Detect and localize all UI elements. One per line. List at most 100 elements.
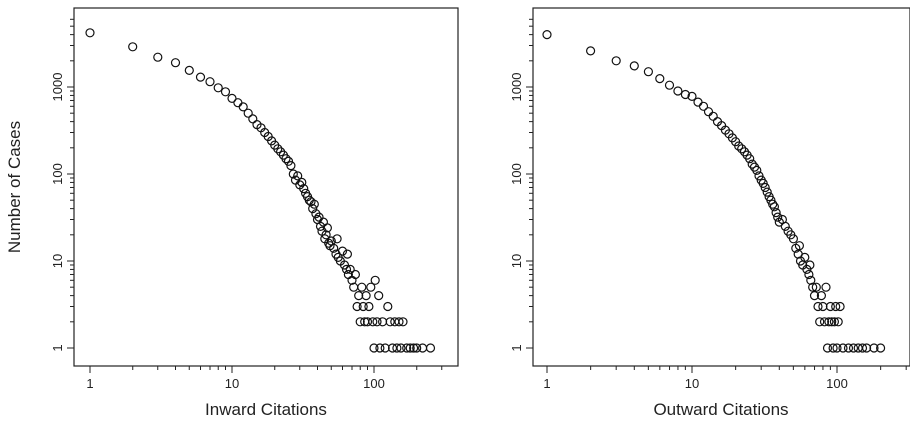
data-point <box>831 301 841 312</box>
data-point <box>734 141 744 151</box>
data-point <box>818 301 828 312</box>
data-point <box>392 343 402 353</box>
plot-frame <box>73 7 459 367</box>
data-point <box>369 343 379 353</box>
data-point <box>357 282 367 292</box>
data-point <box>170 58 181 68</box>
data-point <box>425 343 436 353</box>
data-point <box>205 77 215 87</box>
x-axis-label: Inward Citations <box>205 400 327 419</box>
data-point <box>396 343 406 353</box>
data-point <box>370 275 380 285</box>
data-point <box>345 264 355 274</box>
data-point <box>687 91 697 102</box>
data-point <box>708 111 718 121</box>
data-point <box>418 343 428 353</box>
data-point <box>362 317 373 327</box>
data-point <box>85 28 95 38</box>
x-tick-label: 10 <box>685 376 699 391</box>
data-point <box>838 343 848 353</box>
data-point <box>680 89 691 100</box>
data-point <box>213 83 223 93</box>
data-point <box>184 65 194 76</box>
data-point <box>405 343 415 353</box>
data-point <box>737 144 747 154</box>
data-point <box>829 317 840 327</box>
data-point <box>337 246 348 256</box>
data-point <box>380 343 390 353</box>
data-point <box>780 221 790 231</box>
data-point <box>409 343 419 353</box>
data-point <box>752 165 762 175</box>
data-point <box>350 269 360 280</box>
data-point <box>703 107 714 117</box>
data-point <box>286 161 296 171</box>
data-point <box>394 317 404 327</box>
data-point <box>762 187 772 197</box>
data-point <box>385 317 395 327</box>
data-points <box>542 29 886 353</box>
data-point <box>355 317 365 327</box>
data-point <box>402 343 412 353</box>
data-point <box>329 243 339 253</box>
data-points <box>85 28 436 353</box>
x-axis-ticks: 1 10 100 <box>86 366 443 391</box>
data-point <box>771 208 781 218</box>
x-tick-label: 10 <box>225 376 239 391</box>
data-point <box>412 343 422 353</box>
data-point <box>297 177 307 187</box>
data-point <box>815 317 825 327</box>
data-point <box>322 223 332 233</box>
data-point <box>611 56 621 66</box>
data-point <box>364 301 374 312</box>
data-point <box>822 343 833 353</box>
data-point <box>833 317 843 327</box>
y-tick-label: 1000 <box>509 73 524 102</box>
data-point <box>361 291 371 301</box>
data-point <box>835 301 845 312</box>
data-point <box>398 317 408 327</box>
data-point <box>128 42 138 52</box>
data-point <box>664 80 675 90</box>
x-tick-label: 100 <box>363 376 385 391</box>
data-point <box>629 61 639 71</box>
data-point <box>281 154 291 164</box>
y-axis-label: Number of Cases <box>5 121 24 253</box>
data-point <box>585 46 596 56</box>
data-point <box>293 171 303 181</box>
data-point <box>857 343 868 353</box>
data-point <box>273 144 283 154</box>
data-point <box>308 204 318 214</box>
data-point <box>366 282 376 292</box>
y-tick-label: 10 <box>509 254 524 268</box>
x-tick-label: 100 <box>826 376 848 391</box>
data-point <box>809 291 820 301</box>
data-point <box>227 93 237 104</box>
data-point <box>804 269 814 280</box>
data-point <box>378 317 388 327</box>
data-point <box>819 317 830 327</box>
data-point <box>773 212 783 222</box>
data-point <box>368 317 378 327</box>
data-point <box>321 230 331 240</box>
data-point <box>827 317 837 327</box>
data-point <box>824 317 834 327</box>
data-point <box>825 301 836 312</box>
plot-frame <box>532 7 910 367</box>
data-point <box>309 199 319 209</box>
data-point <box>760 182 770 193</box>
data-point <box>673 86 683 96</box>
data-point <box>768 199 778 209</box>
data-point <box>643 67 654 77</box>
data-point <box>832 343 842 353</box>
data-point <box>821 282 831 292</box>
data-point <box>794 241 805 251</box>
data-point <box>811 282 821 292</box>
data-point <box>352 301 362 312</box>
data-point <box>875 343 886 353</box>
data-point <box>383 301 393 312</box>
data-point <box>153 52 163 62</box>
y-tick-label: 1000 <box>50 73 65 102</box>
data-point <box>341 264 352 274</box>
